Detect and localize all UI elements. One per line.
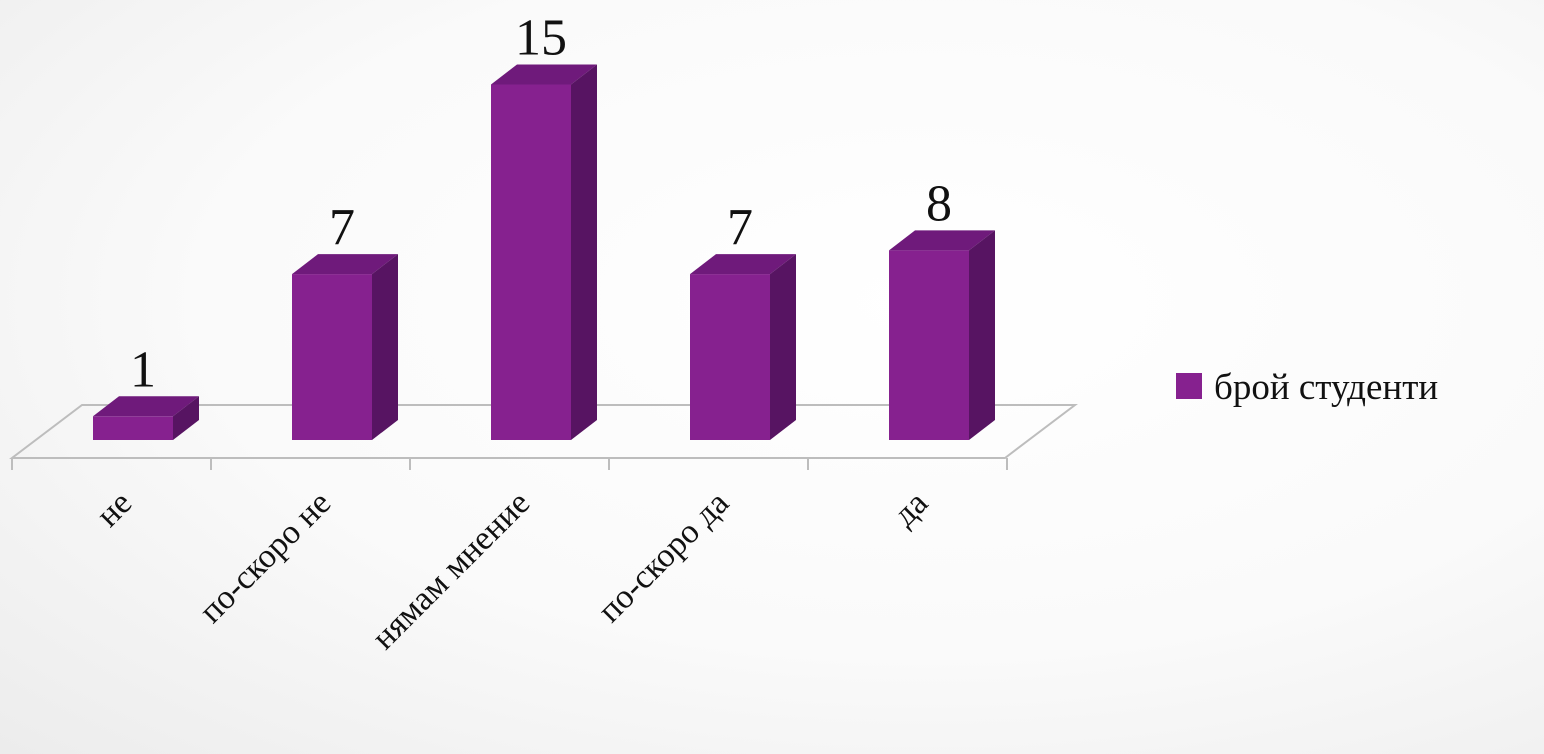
bar-top-face <box>690 254 796 275</box>
data-label: 7 <box>727 199 753 256</box>
bar-side-face <box>173 396 199 440</box>
bar-side-face <box>770 254 796 440</box>
x-tick-label: да <box>886 484 935 533</box>
bar-side-face <box>372 254 398 440</box>
legend-label: брой студенти <box>1214 367 1438 408</box>
data-label: 8 <box>926 175 952 232</box>
x-tick-label: не <box>89 484 139 534</box>
bar-4 <box>690 254 796 440</box>
bar-side-face <box>969 230 995 440</box>
x-tick-label: по-скоро не <box>192 484 338 630</box>
bar-top-face <box>491 64 597 85</box>
bar-3 <box>491 64 597 440</box>
bars-group <box>93 64 995 440</box>
bar-front-face <box>690 274 770 440</box>
data-labels-group: 1 7 15 7 8 <box>130 10 952 399</box>
legend: брой студенти <box>1176 367 1438 408</box>
chart-floor <box>9 404 1078 470</box>
bar-5 <box>889 230 995 440</box>
x-tick-label: нямам мнение <box>365 484 537 656</box>
bar-front-face <box>889 250 969 440</box>
data-label: 1 <box>130 341 156 398</box>
bar-1 <box>93 396 199 440</box>
x-axis-ticks-group: не по-скоро не нямам мнение по-скоро да да <box>89 484 935 656</box>
x-tick-label: по-скоро да <box>591 484 736 629</box>
data-label: 7 <box>329 199 355 256</box>
bar-side-face <box>571 64 597 440</box>
bar-front-face <box>292 274 372 440</box>
bar-top-face <box>93 396 199 417</box>
bar-top-face <box>292 254 398 275</box>
legend-swatch <box>1176 373 1202 399</box>
bar-2 <box>292 254 398 440</box>
bar-front-face <box>93 416 173 440</box>
data-label: 15 <box>515 10 567 67</box>
bar-top-face <box>889 230 995 251</box>
bar-front-face <box>491 84 571 440</box>
floor-plane <box>9 404 1078 459</box>
